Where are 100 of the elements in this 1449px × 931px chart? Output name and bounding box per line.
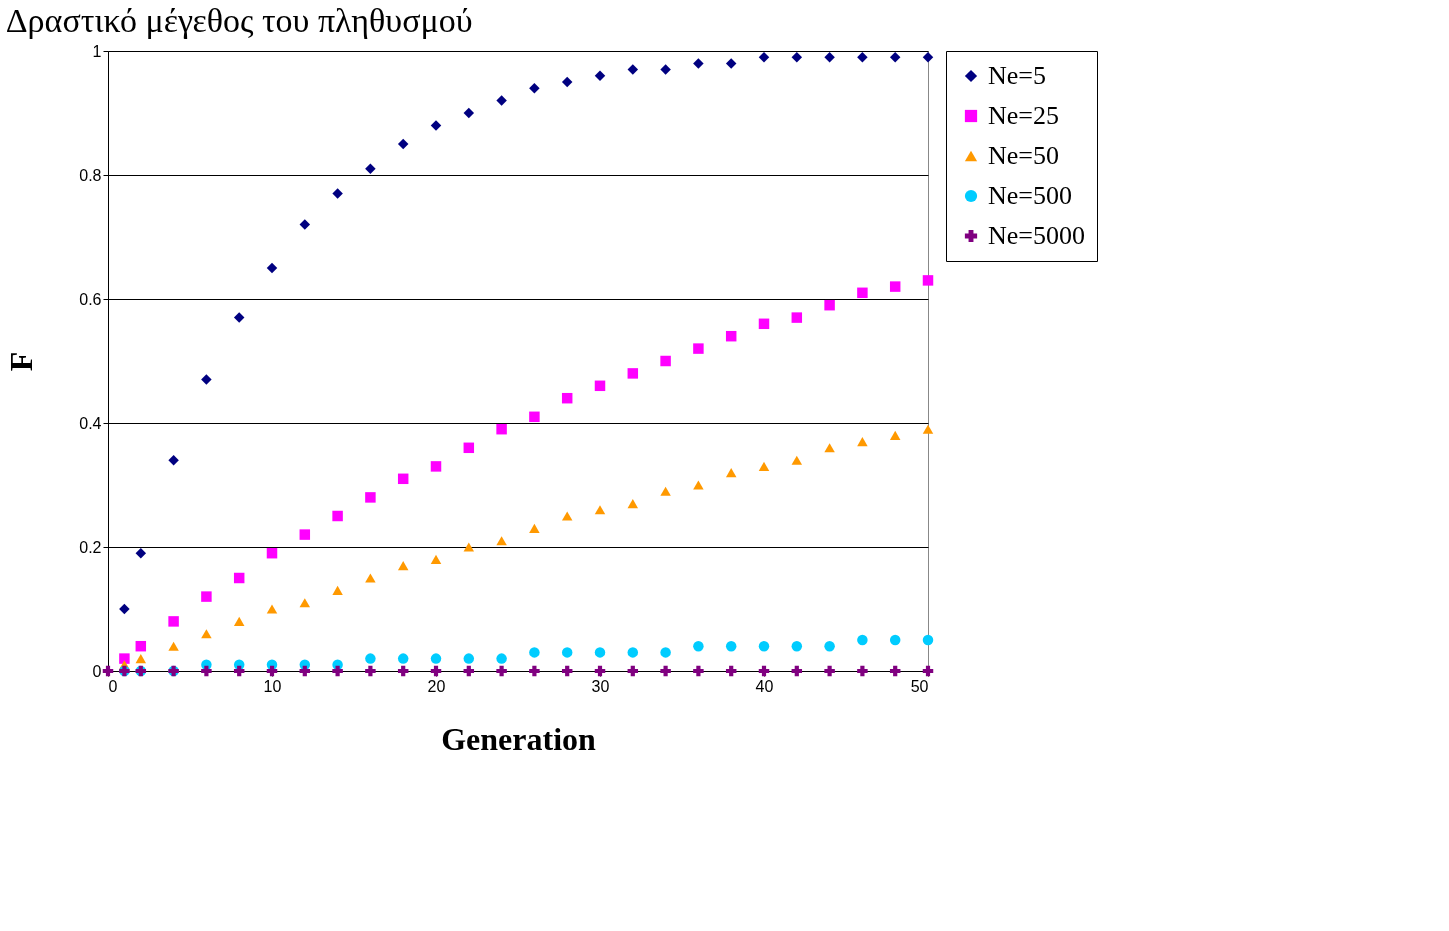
point xyxy=(594,665,606,677)
point xyxy=(397,653,409,664)
point xyxy=(365,665,376,677)
point xyxy=(693,343,704,354)
point xyxy=(758,51,770,63)
point xyxy=(496,95,507,106)
point xyxy=(627,647,639,658)
point xyxy=(430,120,442,131)
point xyxy=(725,330,737,342)
point xyxy=(463,542,475,552)
point xyxy=(561,647,573,658)
point xyxy=(660,647,671,658)
point xyxy=(824,443,835,453)
point xyxy=(758,640,770,652)
x-tick-label: 20 xyxy=(427,677,446,695)
point xyxy=(201,665,212,677)
point xyxy=(922,424,934,434)
point xyxy=(561,665,573,677)
point xyxy=(529,82,540,94)
point xyxy=(791,455,803,465)
point xyxy=(561,511,573,521)
point xyxy=(922,275,934,286)
point xyxy=(266,262,278,274)
point xyxy=(102,665,114,677)
legend-label: Ne=5000 xyxy=(988,221,1085,250)
point xyxy=(889,51,901,63)
x-axis-title: Generation xyxy=(441,720,597,757)
point xyxy=(233,312,245,323)
point xyxy=(496,536,507,546)
point xyxy=(857,665,868,677)
legend-label: Ne=50 xyxy=(988,141,1059,170)
point xyxy=(529,665,540,677)
point xyxy=(725,640,737,652)
legend-label: Ne=500 xyxy=(988,181,1072,210)
point xyxy=(561,76,573,88)
point xyxy=(529,411,540,423)
point xyxy=(660,355,671,367)
point xyxy=(397,138,409,150)
point xyxy=(168,454,179,466)
point xyxy=(824,299,835,311)
point xyxy=(266,547,278,559)
point xyxy=(889,430,901,440)
y-tick-label: 0.6 xyxy=(79,290,102,308)
y-tick-label: 0.8 xyxy=(79,166,102,184)
point xyxy=(365,492,376,503)
x-tick-label: 50 xyxy=(910,677,929,695)
point xyxy=(365,573,376,583)
point xyxy=(201,374,212,385)
point xyxy=(496,423,507,435)
point xyxy=(660,486,671,496)
point xyxy=(693,640,704,652)
point xyxy=(463,107,475,119)
y-tick-label: 0.2 xyxy=(79,538,102,556)
point xyxy=(791,312,803,323)
point xyxy=(397,561,409,571)
point xyxy=(857,437,868,447)
point xyxy=(922,51,934,63)
point xyxy=(430,461,442,472)
point xyxy=(758,665,770,677)
x-tick-label: 40 xyxy=(755,677,774,695)
point xyxy=(758,318,770,330)
point xyxy=(299,665,311,677)
point xyxy=(627,368,639,379)
point xyxy=(119,653,130,664)
point xyxy=(791,640,803,652)
point xyxy=(627,64,639,75)
point xyxy=(201,591,212,602)
point xyxy=(332,188,343,199)
point xyxy=(889,281,901,292)
point xyxy=(627,665,639,677)
point xyxy=(889,665,901,677)
legend-label: Ne=25 xyxy=(988,101,1059,130)
point xyxy=(725,665,737,677)
point xyxy=(496,653,507,664)
point xyxy=(430,665,442,677)
point xyxy=(529,523,540,533)
point xyxy=(430,554,442,564)
point xyxy=(299,598,311,608)
point xyxy=(266,665,278,677)
point xyxy=(922,665,934,677)
point xyxy=(693,480,704,490)
point xyxy=(758,461,770,471)
y-tick-label: 1 xyxy=(92,42,102,60)
point xyxy=(693,665,704,677)
point xyxy=(594,70,606,82)
point xyxy=(889,634,901,646)
point xyxy=(725,468,737,478)
point xyxy=(660,665,671,677)
y-axis-title: F xyxy=(3,351,40,372)
legend-label: Ne=5 xyxy=(988,61,1046,90)
x-tick-label: 30 xyxy=(591,677,610,695)
point xyxy=(463,653,475,664)
point xyxy=(791,51,803,63)
point xyxy=(233,572,245,584)
point xyxy=(791,665,803,677)
point xyxy=(299,529,311,540)
point xyxy=(135,654,147,664)
y-tick-label: 0.4 xyxy=(79,414,102,432)
point xyxy=(529,647,540,658)
point xyxy=(463,442,475,454)
